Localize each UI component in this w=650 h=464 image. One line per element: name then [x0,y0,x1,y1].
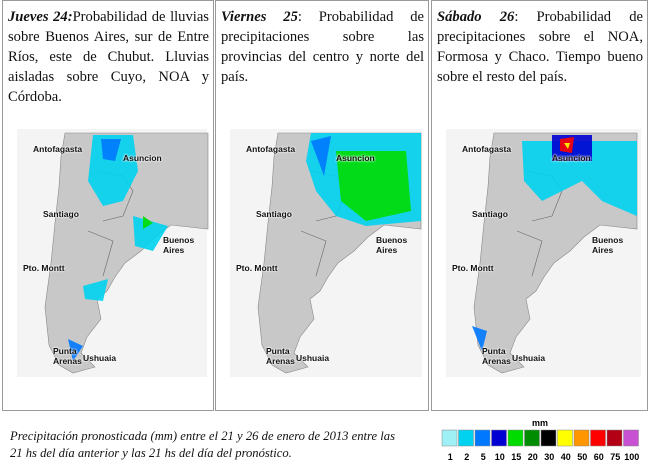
map-label: Santiago [43,209,79,219]
map-label: Antofagasta [33,144,83,154]
legend-label: 20 [528,452,538,462]
legend-label: 10 [495,452,505,462]
panel-text: Jueves 24:Probabilidad de lluvias sobre … [8,7,209,107]
legend-swatch [557,429,573,447]
panel-text: Sábado 26: Probabilidad de precipitacion… [437,7,643,87]
map-label: Asuncion [552,153,591,163]
map-label: Ushuaia [512,353,546,363]
map-label: Asuncion [336,153,375,163]
map-label: Punta Arenas [266,346,295,366]
precip-area [564,143,570,149]
legend-swatch [491,429,507,447]
map [17,129,209,377]
legend-label: 1 [448,452,453,462]
map-label: Buenos Aires [376,235,408,255]
panel: Viernes 25: Probabilidad de precipitacio… [215,0,429,411]
panel-body: : Probabilidad de precipitaciones sobre … [437,9,643,85]
map-label: Santiago [472,209,508,219]
legend-swatch [590,429,606,447]
map-label: Asuncion [123,153,162,163]
legend-label: 75 [610,452,620,462]
map-label: Pto. Montt [23,263,65,273]
legend-swatch [458,429,474,447]
panel-body: Probabilidad de lluvias sobre Buenos Air… [8,9,209,105]
legend-swatch [524,429,540,447]
legend: mm 1 2 5 10 15 20 30 40 50 60 75 100 [441,418,639,462]
precip-area [311,136,331,176]
panel-text: Viernes 25: Probabilidad de precipitacio… [221,7,424,87]
legend-swatch [573,429,590,447]
legend-label: 15 [511,452,521,462]
map-label: Santiago [256,209,292,219]
precip-area [101,139,121,161]
legend-label: 60 [594,452,604,462]
precip-area [143,216,153,229]
panel-body: : Probabilidad de precipitaciones sobre … [221,9,424,85]
legend-swatch [441,429,458,447]
precip-area [88,135,138,206]
legend-label: 2 [464,452,469,462]
legend-swatch [507,429,524,447]
legend-label: 5 [481,452,486,462]
legend-swatch [623,429,639,447]
legend-swatch [606,429,623,447]
map-label: Buenos Aires [163,235,195,255]
precip-area [336,151,411,221]
day-heading: Viernes 25 [221,9,298,25]
legend-label: 40 [561,452,571,462]
legend-label: 100 [624,452,639,462]
map-label: Pto. Montt [452,263,494,273]
day-heading: Sábado 26 [437,9,515,25]
legend-label: 50 [577,452,587,462]
panel: Jueves 24:Probabilidad de lluvias sobre … [2,0,214,411]
map [230,129,422,377]
legend-label: 30 [544,452,554,462]
precip-area [472,326,487,351]
map-label: Pto. Montt [236,263,278,273]
map-label: Buenos Aires [592,235,624,255]
legend-swatch [474,429,491,447]
precip-area [83,279,108,301]
map-label: Ushuaia [296,353,330,363]
legend-unit: mm [532,418,548,428]
map-label: Antofagasta [246,144,296,154]
precip-area [133,216,168,251]
map [446,129,641,377]
map-label: Ushuaia [83,353,117,363]
day-heading: Jueves 24: [8,9,73,25]
precip-area [68,339,83,361]
map-label: Antofagasta [462,144,512,154]
caption: Precipitación pronosticada (mm) entre el… [10,429,395,460]
map-label: Punta Arenas [482,346,511,366]
legend-swatch [540,429,557,447]
precip-area [522,141,637,216]
map-label: Punta Arenas [53,346,82,366]
panel: Sábado 26: Probabilidad de precipitacion… [431,0,648,411]
